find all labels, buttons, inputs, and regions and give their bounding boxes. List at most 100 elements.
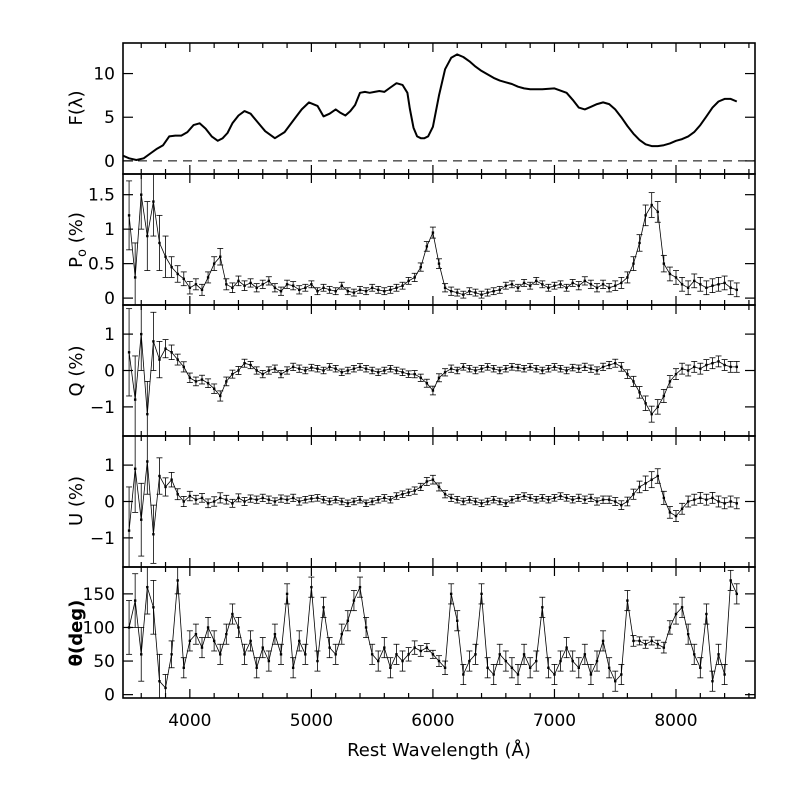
panel-polarization-data-point <box>127 214 131 217</box>
panel-polarization-data-point <box>711 284 714 287</box>
panel-stokes_q-data-point <box>650 412 653 416</box>
panel-stokes_u-data-point <box>443 493 447 496</box>
panel-polarization-data-point <box>723 281 726 285</box>
panel-stokes_u-data-point <box>328 500 331 503</box>
panel-position_angle-data-point <box>133 599 137 602</box>
x-tick-label: 7000 <box>533 711 576 731</box>
panel-position_angle-data-point <box>322 606 325 609</box>
panel-stokes_q-data-point <box>468 367 471 370</box>
panel-stokes_q-data-point <box>431 389 435 392</box>
panel-stokes_q-data-point <box>188 376 192 379</box>
panel-stokes_q-data-point <box>255 369 258 372</box>
panel-polarization-data-point <box>693 279 696 283</box>
panel-stokes_q-data-point <box>638 391 641 394</box>
panel-flux-ylabel: F(λ) <box>66 90 87 125</box>
panel-stokes_q-data-point <box>644 402 647 405</box>
panel-position_angle-data-point <box>522 653 526 656</box>
panel-position_angle-data-point <box>225 632 228 636</box>
panel-position_angle-data-point <box>468 659 471 663</box>
panel-stokes_u-data-point <box>583 498 587 501</box>
panel-polarization-data-point <box>237 279 240 283</box>
panel-polarization-data-point <box>431 231 435 234</box>
panel-position_angle-data-point <box>212 639 216 643</box>
panel-stokes_u-data-point <box>717 500 720 503</box>
panel-polarization-ytick-label: 0.5 <box>88 255 115 275</box>
panel-position_angle-data-point <box>547 666 550 669</box>
panel-polarization-data-point <box>328 288 331 292</box>
panel-flux-ytick-label: 0 <box>104 152 115 172</box>
panel-stokes_q-data-point <box>200 378 204 381</box>
panel-stokes_q-data-point <box>735 365 738 369</box>
panel-flux-series-line <box>122 53 738 161</box>
panel-position_angle-data-point <box>711 680 714 683</box>
panel-position_angle-data-point <box>304 653 307 656</box>
panel-stokes_q-data-point <box>249 363 252 367</box>
panel-stokes_q-data-point <box>674 372 678 376</box>
panel-stokes_q-data-point <box>146 412 149 416</box>
panel-position_angle-data-point <box>717 653 720 656</box>
panel-stokes_q-data-point <box>127 351 131 354</box>
panel-stokes_u-data-point <box>401 493 404 496</box>
panel-stokes_q-data-point <box>206 382 210 385</box>
panel-polarization-data-point <box>486 291 489 294</box>
panel-stokes_q-data-point <box>686 369 690 372</box>
panel-stokes_u-data-point <box>340 500 343 503</box>
panel-stokes_u-data-point <box>462 500 465 503</box>
panel-stokes_u-data-point <box>656 474 659 478</box>
panel-polarization-data-point <box>212 262 216 265</box>
panel-stokes_u-data-point <box>668 511 672 514</box>
panel-stokes_u-data-point <box>389 498 392 501</box>
panel-position_angle-data-point <box>219 653 222 656</box>
panel-polarization-data-point <box>322 286 325 289</box>
panel-stokes_u-data-point <box>364 502 368 505</box>
panel-position_angle-data-point <box>237 626 240 629</box>
panel-stokes_q-data-point <box>601 365 605 369</box>
panel-polarization-data-point <box>735 288 738 292</box>
panel-position_angle-data-point <box>431 653 435 656</box>
panel-stokes_q-data-point <box>285 369 289 372</box>
panel-stokes_q-data-point <box>528 365 532 369</box>
panel-polarization-data-point <box>583 279 587 283</box>
panel-position_angle-data-point <box>449 592 453 596</box>
panel-stokes_q-data-point <box>407 372 410 376</box>
panel-polarization-data-point <box>261 283 264 286</box>
panel-stokes_q-data-point <box>267 369 271 372</box>
panel-stokes_q-data-point <box>383 369 386 372</box>
panel-stokes_q-data-point <box>620 365 623 369</box>
panel-position_angle-data-point <box>389 666 392 669</box>
panel-polarization-data-point <box>383 290 386 293</box>
panel-stokes_u-data-point <box>358 498 362 501</box>
panel-stokes_q-data-point <box>443 371 447 374</box>
panel-position_angle-data-point <box>516 673 520 676</box>
panel-polarization-data-point <box>705 286 708 289</box>
panel-stokes_u-data-point <box>164 485 167 489</box>
x-axis-label: Rest Wavelength (Å) <box>347 739 531 761</box>
panel-stokes_u-data-point <box>632 493 635 496</box>
panel-polarization-data-point <box>717 283 720 286</box>
panel-position_angle-data-point <box>291 666 295 669</box>
panel-polarization-data-point <box>164 255 167 258</box>
panel-position_angle-data-point <box>693 653 696 656</box>
panel-stokes_u-data-point <box>541 496 544 500</box>
panel-polarization-data-point <box>285 283 289 286</box>
panel-stokes_q-data-point <box>565 369 568 372</box>
panel-polarization-data-point <box>668 272 672 276</box>
panel-stokes_q-data-point <box>279 372 283 376</box>
panel-polarization-data-point <box>395 286 398 289</box>
panel-stokes_u-data-point <box>626 500 629 503</box>
panel-polarization-data-point <box>255 286 258 289</box>
panel-stokes_q-data-point <box>352 367 356 370</box>
panel-position_angle-data-point <box>377 659 380 663</box>
panel-stokes_u-data-point <box>735 502 738 505</box>
panel-stokes_u-data-point <box>334 498 337 501</box>
panel-stokes_u-data-point <box>693 498 696 501</box>
panel-stokes_u-data-point <box>200 496 204 500</box>
panel-stokes_u-data-point <box>510 498 514 501</box>
panel-polarization-data-point <box>644 214 647 217</box>
panel-position_angle-data-point <box>541 606 544 609</box>
panel-polarization-data-point <box>541 283 544 286</box>
panel-stokes_u-data-point <box>516 496 520 500</box>
panel-stokes_q-data-point <box>723 363 726 367</box>
